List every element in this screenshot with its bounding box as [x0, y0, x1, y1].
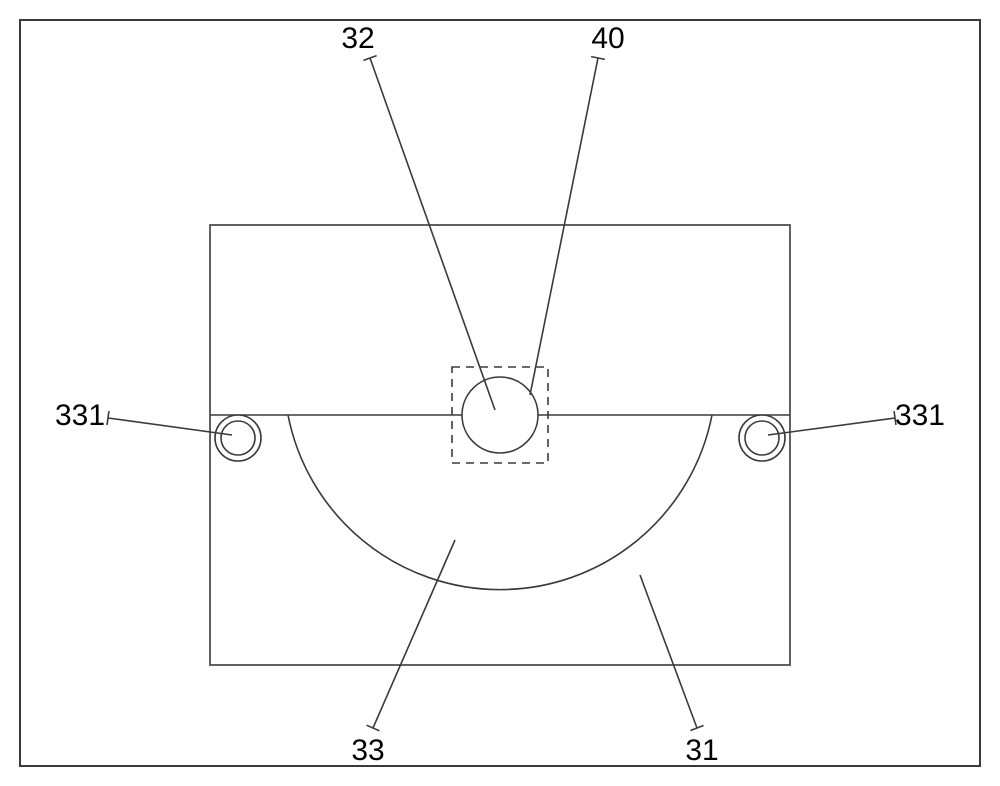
label-l40: 40 — [591, 22, 624, 55]
label-l331l: 331 — [55, 399, 105, 432]
label-l33: 33 — [351, 734, 384, 767]
leader-l40 — [530, 58, 598, 395]
center-circle — [462, 377, 538, 453]
label-l331r: 331 — [895, 399, 945, 432]
leader-l32 — [370, 58, 495, 410]
side-ring-right-outer — [739, 415, 785, 461]
leader-l33 — [373, 540, 455, 728]
label-l31: 31 — [685, 734, 718, 767]
leader-l31 — [640, 575, 697, 728]
label-l32: 32 — [341, 22, 374, 55]
leader-tick-l331l — [107, 411, 109, 425]
leader-l331r — [768, 418, 895, 435]
leader-l331l — [108, 418, 232, 435]
side-ring-left-outer — [215, 415, 261, 461]
